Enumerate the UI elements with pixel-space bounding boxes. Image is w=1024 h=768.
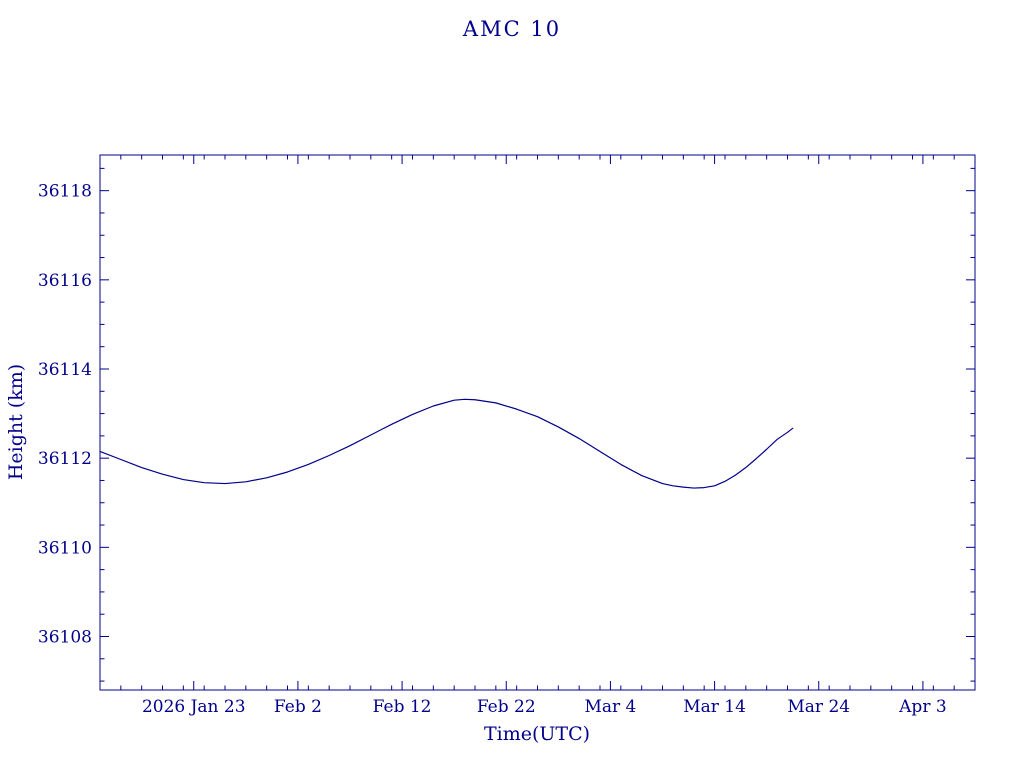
y-tick-label: 36112 bbox=[38, 449, 92, 469]
y-tick-label: 36114 bbox=[38, 360, 92, 380]
axes-frame bbox=[99, 154, 976, 691]
x-tick-label: Feb 2 bbox=[274, 697, 322, 717]
x-tick-label: Feb 12 bbox=[373, 697, 432, 717]
x-tick-label: Feb 22 bbox=[477, 697, 536, 717]
x-tick-label: Mar 14 bbox=[683, 697, 746, 717]
tick-labels: 2026 Jan 23 Feb 2 Feb 12 Feb 22 Mar 4 Mar 14 M… bbox=[38, 182, 947, 717]
y-axis-label: Height (km) bbox=[5, 364, 27, 480]
chart-title: AMC 10 bbox=[462, 17, 561, 41]
height-line bbox=[99, 398, 794, 489]
x-axis-label: Time(UTC) bbox=[484, 723, 590, 745]
x-tick-label: 2026 Jan 23 bbox=[142, 697, 246, 717]
plot-frame bbox=[99, 154, 976, 691]
axis-ticks bbox=[100, 155, 975, 690]
data-series bbox=[99, 398, 794, 489]
x-tick-label: Mar 24 bbox=[787, 697, 850, 717]
y-tick-label: 36116 bbox=[38, 271, 92, 291]
x-tick-label: Apr 3 bbox=[898, 697, 947, 717]
y-tick-label: 36118 bbox=[38, 182, 92, 202]
y-tick-label: 36110 bbox=[38, 538, 92, 558]
y-tick-label: 36108 bbox=[38, 628, 92, 648]
x-tick-label: Mar 4 bbox=[584, 697, 636, 717]
